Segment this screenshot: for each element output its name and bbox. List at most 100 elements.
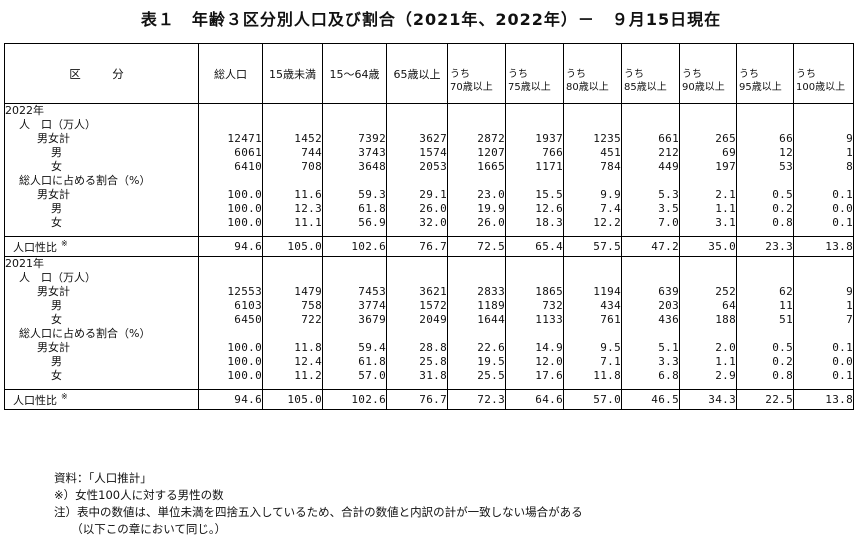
table-cell: 28.8: [386, 341, 448, 355]
table-cell: 436: [621, 313, 680, 327]
year-label-text: 2021年: [5, 257, 44, 270]
footnotes: 資料：「人口推計」 ※）女性100人に対する男性の数 注）表中の数値は、単位未満…: [54, 470, 583, 538]
empty-cell: [447, 383, 506, 390]
table-cell: 0.8: [736, 216, 794, 230]
table-cell: 2.9: [679, 369, 737, 383]
table-cell: 2872: [447, 132, 506, 146]
empty-cell: [793, 271, 854, 285]
table-row: 女 100.0 11.1 56.9 32.0 26.0 18.3 12.2 7.0 3.1 0.8 0…: [4, 216, 854, 230]
table-cell: 0.5: [736, 341, 794, 355]
rounding-note: 注）表中の数値は、単位未満を四捨五入しているため、合計の数値と内訳の計が一致しな…: [54, 505, 583, 519]
table-cell: 7453: [322, 285, 387, 299]
table-cell: 766: [505, 146, 564, 160]
empty-cell: [621, 118, 680, 132]
row-label: 男: [4, 202, 199, 216]
table-row: 男女計 12553 1479 7453 3621 2833 1865 1194 639 252 62…: [4, 285, 854, 299]
table-cell: 0.0: [793, 202, 854, 216]
table-row: 女 100.0 11.2 57.0 31.8 25.5 17.6 11.8 6.8 2.9 0.8 0…: [4, 369, 854, 383]
table-cell: 31.8: [386, 369, 448, 383]
empty-cell: [793, 174, 854, 188]
empty-cell: [621, 327, 680, 341]
table-cell: 7392: [322, 132, 387, 146]
table-cell: 13.8: [793, 236, 854, 257]
empty-cell: [621, 174, 680, 188]
group-row: 総人口に占める割合（%）: [4, 327, 854, 341]
spacer-row: [4, 383, 854, 390]
table-cell: 35.0: [679, 236, 737, 257]
year-label: 2021年: [4, 256, 199, 271]
empty-cell: [322, 103, 387, 118]
empty-cell: [793, 256, 854, 271]
total-header: 総人口: [198, 43, 263, 104]
table-cell: 1: [793, 146, 854, 160]
table-row: 男 6103 758 3774 1572 1189 732 434 203 64 11 1: [4, 299, 854, 313]
table-cell: 1207: [447, 146, 506, 160]
table-cell: 57.5: [563, 236, 622, 257]
table-cell: 57.0: [563, 389, 622, 410]
row-label-text: 男: [51, 355, 62, 368]
empty-cell: [563, 383, 622, 390]
table-cell: 761: [563, 313, 622, 327]
table-cell: 59.3: [322, 188, 387, 202]
table-row: 男女計 100.0 11.6 59.3 29.1 23.0 15.5 9.9 5.3 2.1 0.5…: [4, 188, 854, 202]
table-cell: 3679: [322, 313, 387, 327]
table-cell: 1235: [563, 132, 622, 146]
table-cell: 7.4: [563, 202, 622, 216]
row-label-text: 女: [51, 216, 62, 229]
empty-cell: [262, 327, 323, 341]
table-cell: 12.6: [505, 202, 564, 216]
table-cell: 9.5: [563, 341, 622, 355]
table-cell: 6410: [198, 160, 263, 174]
empty-cell: [793, 230, 854, 237]
empty-cell: [563, 230, 622, 237]
empty-cell: [386, 103, 448, 118]
table-cell: 7: [793, 313, 854, 327]
table-cell: 1171: [505, 160, 564, 174]
empty-cell: [447, 256, 506, 271]
source-note: 資料：「人口推計」: [54, 471, 152, 485]
sub-header: うち 90歳以上: [679, 43, 737, 104]
table-cell: 53: [736, 160, 794, 174]
table-cell: 3627: [386, 132, 448, 146]
empty-cell: [563, 118, 622, 132]
table-cell: 29.1: [386, 188, 448, 202]
table-cell: 22.5: [736, 389, 794, 410]
table-cell: 784: [563, 160, 622, 174]
table-cell: 61.8: [322, 355, 387, 369]
table-cell: 6450: [198, 313, 263, 327]
empty-cell: [386, 256, 448, 271]
table-cell: 3743: [322, 146, 387, 160]
empty-cell: [736, 230, 794, 237]
sex-ratio-row: 人口性比 ※ 94.6 105.0 102.6 76.7 72.5 65.4 57.5 47.2 3…: [4, 236, 854, 257]
row-label: 男女計: [4, 188, 199, 202]
table-cell: 1937: [505, 132, 564, 146]
empty-cell: [262, 383, 323, 390]
table-cell: 2.0: [679, 341, 737, 355]
65plus-header: 65歳以上: [386, 43, 448, 104]
table-cell: 449: [621, 160, 680, 174]
empty-cell: [447, 103, 506, 118]
table-cell: 12.0: [505, 355, 564, 369]
note-mark: ※: [61, 238, 68, 248]
row-label: 男女計: [4, 285, 199, 299]
empty-cell: [621, 383, 680, 390]
table-cell: 434: [563, 299, 622, 313]
empty-cell: [679, 383, 737, 390]
table-cell: 1479: [262, 285, 323, 299]
table-cell: 708: [262, 160, 323, 174]
table-cell: 102.6: [322, 236, 387, 257]
empty-cell: [736, 327, 794, 341]
empty-cell: [386, 383, 448, 390]
row-label-header: 区 分: [4, 43, 199, 104]
empty-cell: [621, 256, 680, 271]
table-cell: 8: [793, 160, 854, 174]
table-cell: 2053: [386, 160, 448, 174]
empty-cell: [386, 174, 448, 188]
table-cell: 25.8: [386, 355, 448, 369]
table-cell: 0.2: [736, 202, 794, 216]
row-label-text: 男女計: [37, 188, 70, 201]
sub-header: うち 70歳以上: [447, 43, 506, 104]
empty-cell: [505, 230, 564, 237]
table-cell: 72.5: [447, 236, 506, 257]
table-cell: 51: [736, 313, 794, 327]
